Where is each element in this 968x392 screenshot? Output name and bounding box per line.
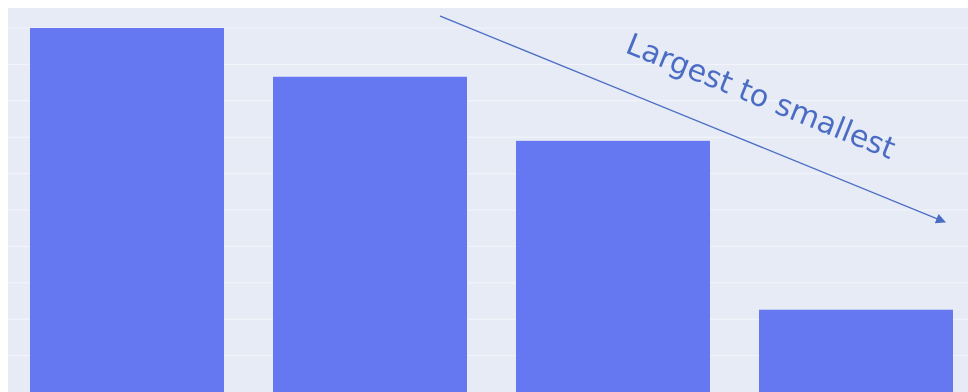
bar-3 — [516, 140, 710, 392]
bars — [30, 28, 953, 392]
trend-arrow — [439, 15, 946, 224]
bar-2 — [273, 76, 467, 392]
bar-1 — [30, 28, 224, 392]
bar-4 — [759, 309, 953, 392]
